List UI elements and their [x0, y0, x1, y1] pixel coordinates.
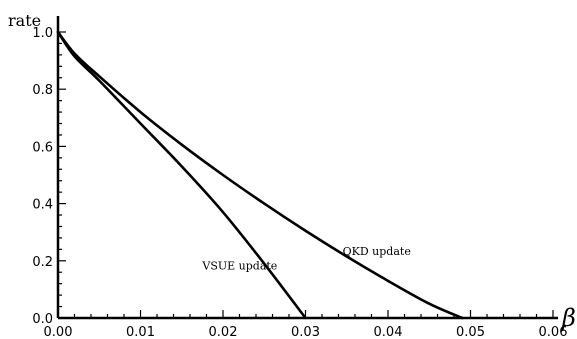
x-tick-label: 0.01	[126, 325, 155, 339]
vsue-update-label: VSUE update	[201, 259, 277, 272]
qkd-update-curve	[56, 30, 464, 320]
x-axis-label: β	[561, 304, 576, 332]
y-tick-label: 1.0	[32, 26, 53, 41]
y-axis-label: rate	[8, 11, 41, 30]
y-tick-label: 0.2	[32, 255, 53, 270]
curve-annotations: QKD update VSUE update	[201, 245, 410, 272]
y-tick-label: 0.6	[32, 140, 53, 155]
x-tick-label: 0.05	[456, 325, 485, 339]
axis-ticks	[57, 31, 554, 319]
vsue-update-curve	[56, 30, 307, 320]
x-tick-label: 0.04	[374, 325, 403, 339]
tick-labels: 0.00 0.01 0.02 0.03 0.04 0.05 0.06 0.0 0.2 0.4 0.6…	[32, 26, 567, 339]
y-tick-label: 0.0	[32, 312, 53, 327]
y-tick-label: 0.4	[32, 198, 53, 213]
x-tick-label: 0.00	[44, 325, 73, 339]
qkd-update-label: QKD update	[343, 245, 411, 258]
x-tick-label: 0.02	[209, 325, 238, 339]
x-tick-label: 0.03	[291, 325, 320, 339]
y-tick-label: 0.8	[32, 83, 53, 98]
x-tick-label: 0.06	[539, 325, 568, 339]
series-curves	[56, 30, 464, 320]
